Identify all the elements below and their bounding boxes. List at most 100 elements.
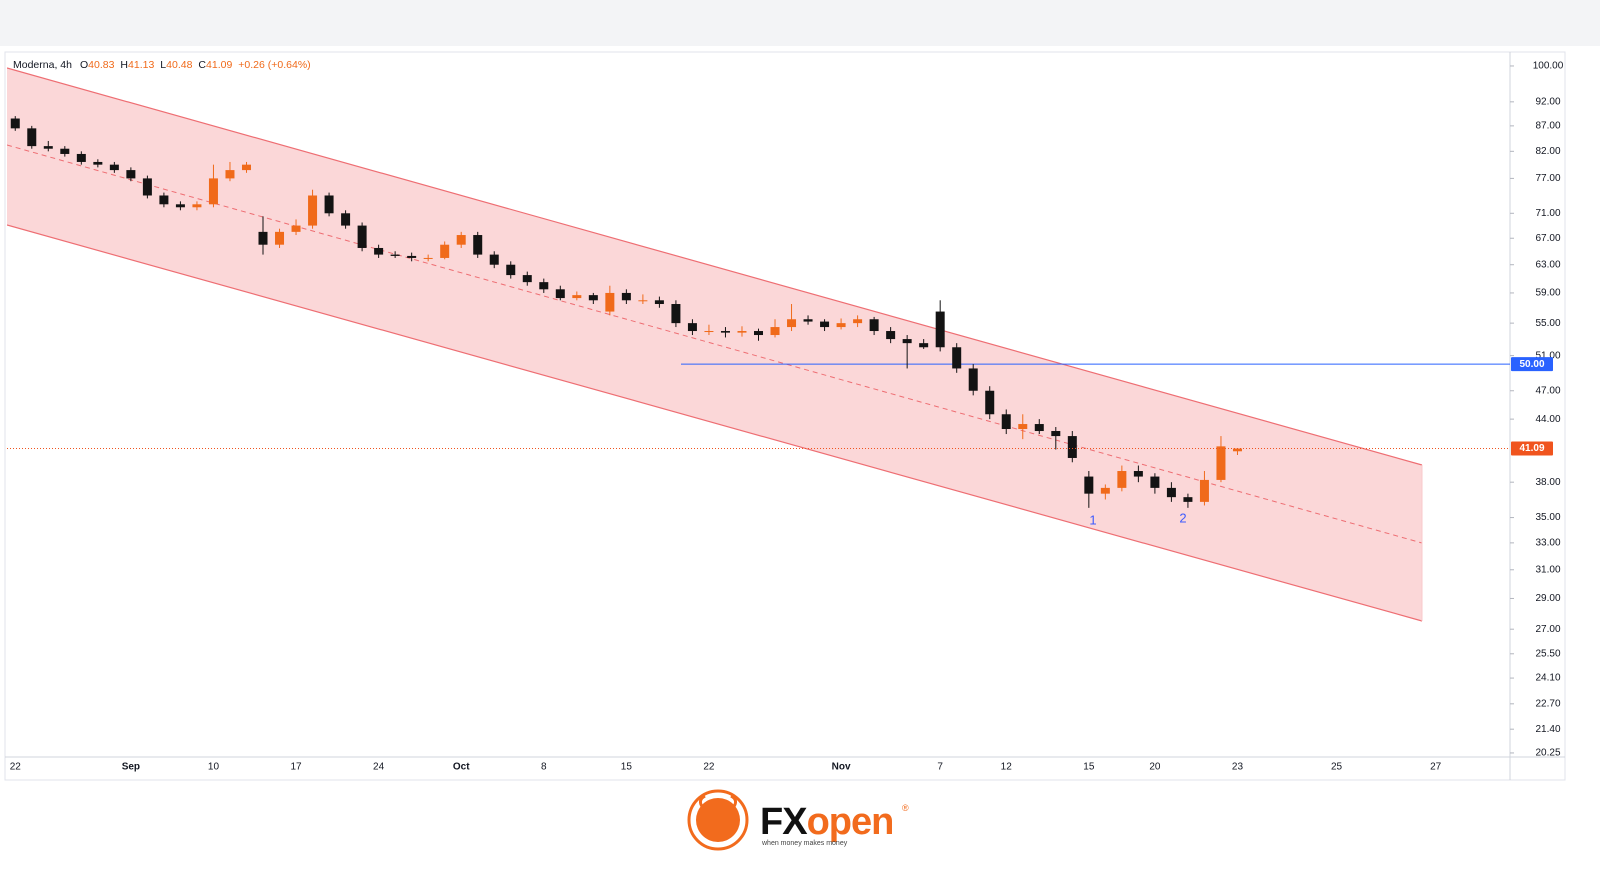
candle-body bbox=[1084, 476, 1094, 494]
candle-body bbox=[192, 204, 202, 208]
channel-fill bbox=[7, 68, 1422, 621]
candle-body bbox=[687, 323, 697, 332]
candle-body bbox=[225, 170, 235, 179]
candle-body bbox=[1051, 431, 1061, 437]
y-tick-label: 29.00 bbox=[1535, 593, 1560, 604]
y-tick-label: 27.00 bbox=[1535, 624, 1560, 635]
x-tick-label: 27 bbox=[1430, 762, 1442, 773]
candle-body bbox=[10, 118, 20, 129]
x-tick-label: 15 bbox=[1083, 762, 1095, 773]
candle-body bbox=[968, 368, 978, 391]
x-tick-label: 25 bbox=[1331, 762, 1343, 773]
candle-body bbox=[886, 331, 896, 340]
x-tick-label: 10 bbox=[208, 762, 220, 773]
candle-body bbox=[1034, 424, 1044, 432]
candle-body bbox=[27, 128, 37, 147]
candle-body bbox=[1001, 414, 1011, 430]
legend-value: 40.83 bbox=[88, 59, 114, 71]
candle-body bbox=[423, 257, 433, 259]
y-tick-label: 33.00 bbox=[1535, 538, 1560, 549]
brand-open: open bbox=[807, 801, 894, 843]
candle-body bbox=[308, 195, 318, 226]
candle-body bbox=[1216, 446, 1226, 480]
candle-body bbox=[935, 311, 945, 348]
legend-change: +0.26 (+0.64%) bbox=[238, 59, 310, 71]
legend-key: C bbox=[198, 59, 206, 71]
candle-body bbox=[473, 235, 483, 255]
legend-value: 41.09 bbox=[206, 59, 232, 71]
x-tick-label: 15 bbox=[621, 762, 633, 773]
candle-body bbox=[985, 390, 995, 415]
x-tick-label: 22 bbox=[703, 762, 715, 773]
candle-body bbox=[539, 282, 549, 290]
candle-body bbox=[159, 195, 169, 205]
candle-body bbox=[1117, 471, 1127, 488]
y-tick-label: 21.40 bbox=[1535, 724, 1560, 735]
brand: FXopen bbox=[760, 801, 893, 843]
candle-body bbox=[605, 292, 615, 312]
candle-body bbox=[1018, 424, 1028, 430]
candle-body bbox=[60, 148, 70, 154]
candle-body bbox=[109, 164, 119, 171]
candle-body bbox=[374, 247, 384, 255]
y-tick-label: 47.00 bbox=[1535, 385, 1560, 396]
candle-body bbox=[952, 347, 962, 369]
candle-body bbox=[291, 225, 301, 232]
candle-body bbox=[737, 331, 747, 333]
candle-body bbox=[770, 327, 780, 336]
candle-body bbox=[390, 254, 400, 256]
candle-body bbox=[1133, 471, 1143, 477]
candle-body bbox=[555, 289, 565, 299]
x-tick-label: 17 bbox=[290, 762, 302, 773]
y-tick-label: 92.00 bbox=[1535, 96, 1560, 107]
chart-layer: 100.00 92.00 87.00 82.00 77.00 71.00 67.00 63.0… bbox=[7, 59, 1564, 773]
y-tick-label: 51.00 bbox=[1535, 350, 1560, 361]
candle-body bbox=[803, 319, 813, 322]
candle-body bbox=[720, 331, 730, 333]
candle-body bbox=[1199, 479, 1209, 502]
candle-body bbox=[126, 170, 136, 179]
annotation: 2 bbox=[1179, 510, 1186, 525]
candle-body bbox=[638, 300, 648, 302]
y-tick-label: 35.00 bbox=[1535, 512, 1560, 523]
x-tick-label: 23 bbox=[1232, 762, 1244, 773]
x-tick-label: 12 bbox=[1001, 762, 1013, 773]
logo: FXopen ® when money makes money bbox=[687, 789, 909, 851]
candle-body bbox=[208, 178, 218, 205]
y-tick-label: 71.00 bbox=[1535, 208, 1560, 219]
candle-body bbox=[1166, 487, 1176, 498]
x-tick-label: Sep bbox=[122, 762, 140, 773]
y-tick-label: 31.00 bbox=[1535, 564, 1560, 575]
registered: ® bbox=[902, 803, 909, 813]
candle-body bbox=[506, 264, 516, 276]
candle-body bbox=[902, 339, 912, 344]
candle-body bbox=[175, 204, 185, 208]
last-price-label: 41.09 bbox=[1519, 443, 1544, 454]
logo-ring bbox=[687, 789, 749, 851]
legend: Moderna, 4h O40.83 H41.13 L40.48 C41.09 +0.26… bbox=[13, 59, 311, 71]
candle-body bbox=[1183, 497, 1193, 502]
candle-body bbox=[241, 164, 251, 171]
candle-body bbox=[142, 178, 152, 196]
x-tick-label: Nov bbox=[832, 762, 851, 773]
y-tick-label: 20.25 bbox=[1535, 748, 1560, 759]
y-tick-label: 59.00 bbox=[1535, 288, 1560, 299]
y-tick-label: 82.00 bbox=[1535, 146, 1560, 157]
candle-body bbox=[754, 331, 763, 336]
candle-body bbox=[440, 244, 450, 258]
candle-body bbox=[93, 161, 103, 165]
tagline: when money makes money bbox=[761, 840, 848, 847]
y-tick-label: 22.70 bbox=[1535, 698, 1560, 709]
candle-body bbox=[853, 319, 863, 324]
candle-body bbox=[704, 331, 714, 333]
candle-body bbox=[324, 195, 334, 214]
logo-horns bbox=[698, 794, 738, 809]
y-tick-label: 55.00 bbox=[1535, 318, 1560, 329]
x-tick-label: 20 bbox=[1149, 762, 1161, 773]
channel-upper bbox=[7, 67, 1423, 466]
y-tick-label: 100.00 bbox=[1533, 61, 1564, 72]
candle-body bbox=[1232, 448, 1242, 452]
brand-fx: FX bbox=[760, 801, 808, 843]
candle-body bbox=[621, 292, 631, 301]
channel-lower bbox=[7, 224, 1423, 622]
